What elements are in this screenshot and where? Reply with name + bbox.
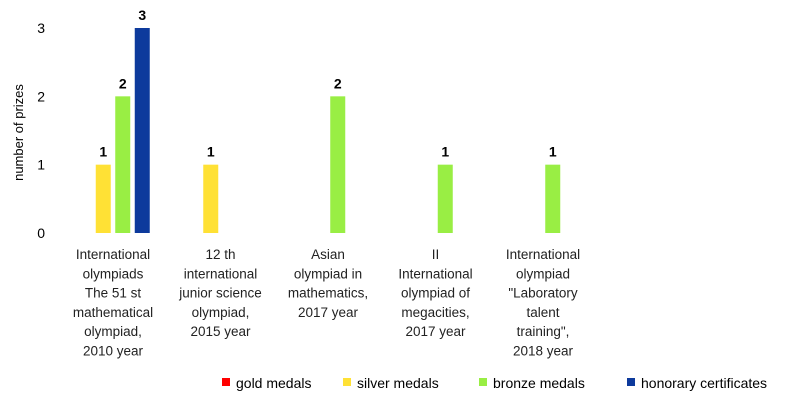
legend: gold medals silver medals bronze medals hon… [222, 375, 767, 391]
data-labels: 1 2 3 1 2 1 1 [99, 7, 557, 160]
legend-item: gold medals [222, 375, 312, 391]
bar-bronze-medals-4 [437, 164, 453, 233]
data-label: 1 [207, 144, 215, 160]
bar-honorary-certificates-1 [134, 28, 150, 233]
bar-silver-medals-2 [203, 164, 219, 233]
legend-item: silver medals [343, 375, 439, 391]
bar-bronze-medals-3 [330, 96, 346, 233]
data-label: 1 [549, 144, 557, 160]
data-label: 3 [138, 7, 146, 23]
bars [95, 28, 561, 233]
x-category-label: II International olympiad of megacities, 201… [398, 247, 472, 339]
x-category-label: Asian olympiad in mathematics, 2017 year [288, 247, 368, 320]
legend-label: bronze medals [493, 375, 585, 391]
legend-swatch [627, 378, 635, 386]
x-category-label: International olympiads The 51 st mathemati… [73, 247, 153, 359]
x-category-label: 12 th international junior science olympiad… [178, 247, 262, 339]
y-tick-label: 2 [37, 88, 45, 104]
y-tick-label: 3 [37, 20, 45, 36]
legend-item: honorary certificates [627, 375, 767, 391]
legend-label: silver medals [357, 375, 439, 391]
legend-label: honorary certificates [641, 375, 767, 391]
legend-swatch [222, 378, 230, 386]
y-tick-label: 1 [37, 157, 45, 173]
data-label: 1 [441, 144, 449, 160]
data-label: 1 [99, 144, 107, 160]
legend-item: bronze medals [479, 375, 585, 391]
data-label: 2 [334, 75, 342, 91]
legend-swatch [343, 378, 351, 386]
bar-silver-medals-1 [95, 164, 111, 233]
y-axis-title: number of prizes [11, 84, 26, 181]
data-label: 2 [119, 75, 127, 91]
bar-bronze-medals-1 [115, 96, 131, 233]
y-tick-label: 0 [37, 225, 45, 241]
x-category-label: International olympiad "Laboratory talent tr… [506, 247, 580, 359]
bar-bronze-medals-5 [545, 164, 561, 233]
x-axis-labels: International olympiads The 51 st mathemati… [73, 247, 580, 359]
legend-swatch [479, 378, 487, 386]
legend-label: gold medals [236, 375, 312, 391]
y-axis: 0 1 2 3 [37, 20, 45, 241]
